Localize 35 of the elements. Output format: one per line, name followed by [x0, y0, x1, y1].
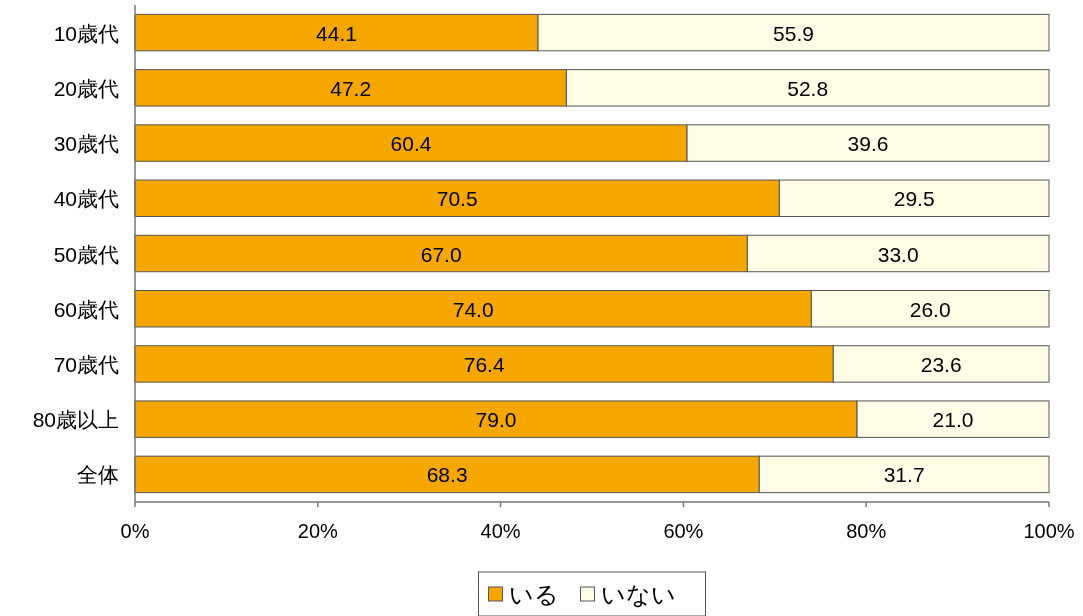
x-tick-label: 20%: [297, 520, 339, 542]
data-label: 76.4: [463, 352, 505, 376]
legend-label: いない: [600, 581, 676, 608]
y-tick-label: 70歳代: [53, 352, 119, 376]
y-tick-label: 20歳代: [53, 76, 119, 100]
y-tick-label: 10歳代: [53, 21, 119, 45]
data-label: 21.0: [932, 408, 974, 432]
data-label: 52.8: [787, 76, 829, 100]
data-label: 47.2: [330, 76, 372, 100]
data-label: 70.5: [436, 187, 478, 211]
data-label: 74.0: [452, 297, 494, 321]
data-label: 26.0: [909, 297, 951, 321]
data-label: 29.5: [893, 187, 935, 211]
data-label: 55.9: [773, 21, 814, 45]
data-label: 79.0: [475, 408, 517, 432]
y-tick-label: 全体: [77, 463, 119, 487]
legend-label: いる: [508, 581, 559, 608]
data-label: 67.0: [420, 242, 462, 266]
y-tick-label: 50歳代: [53, 242, 119, 266]
y-tick-label: 30歳代: [53, 132, 119, 156]
data-label: 39.6: [847, 132, 889, 156]
y-tick-label: 40歳代: [53, 187, 119, 211]
data-label: 33.0: [877, 242, 919, 266]
y-tick-label: 60歳代: [53, 297, 119, 321]
data-label: 44.1: [316, 21, 357, 45]
data-label: 68.3: [426, 463, 468, 487]
y-tick-label: 80歳以上: [32, 408, 119, 432]
x-tick-label: 40%: [480, 520, 521, 542]
data-label: 23.6: [920, 352, 962, 376]
x-tick-label: 60%: [663, 520, 704, 542]
x-tick-label: 0%: [120, 520, 150, 542]
x-tick-label: 80%: [846, 520, 887, 542]
data-label: 60.4: [390, 132, 432, 156]
x-tick-label: 100%: [1023, 520, 1075, 542]
data-label: 31.7: [883, 463, 925, 487]
